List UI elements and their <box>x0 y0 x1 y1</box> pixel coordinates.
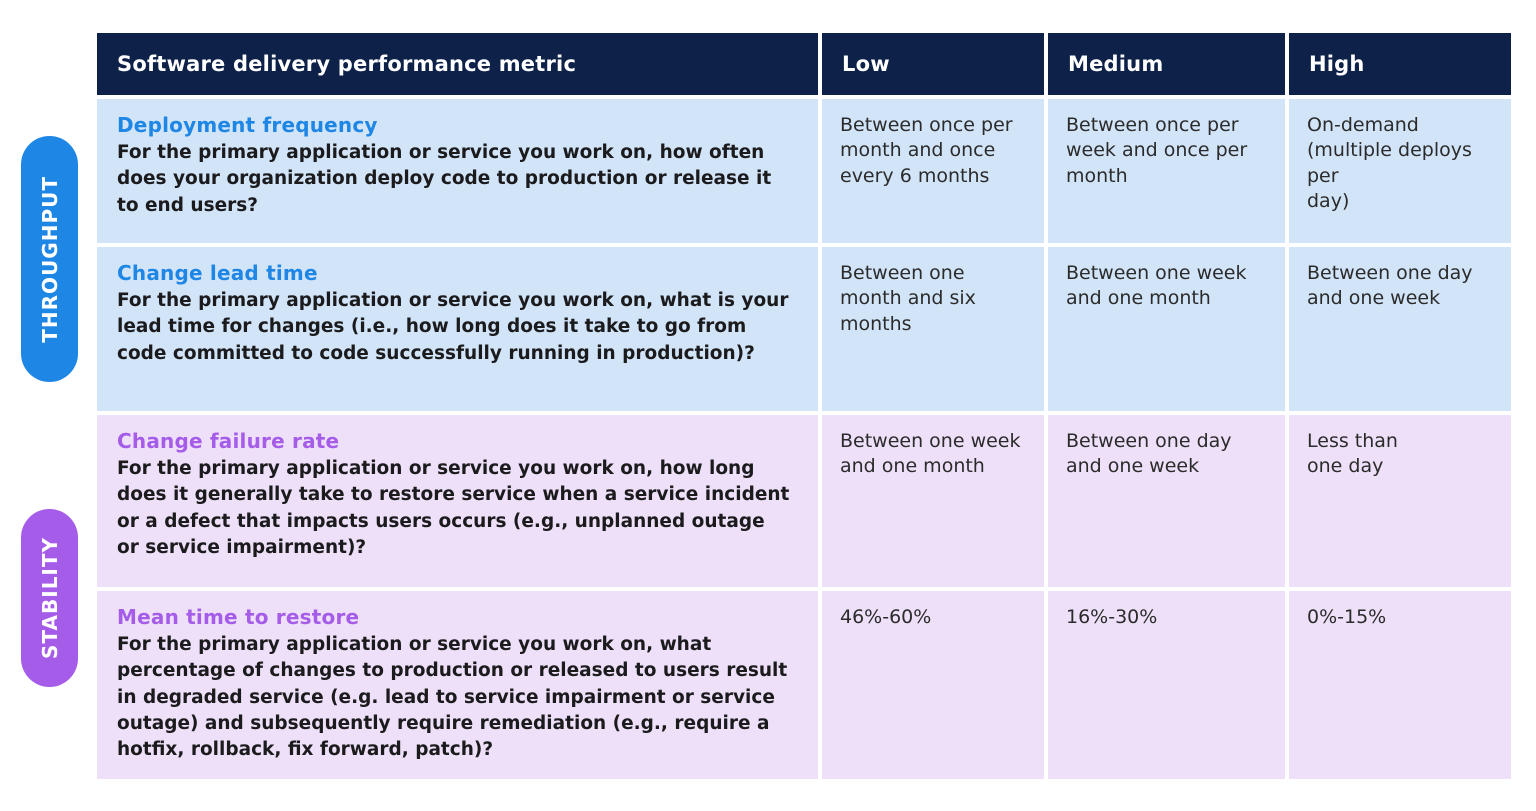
stability-group-pill: STABILITY <box>21 509 78 687</box>
metric-cell-deployment-frequency: Deployment frequency For the primary app… <box>97 99 818 243</box>
value-cell-high: On-demand (multiple deploys per day) <box>1289 99 1511 243</box>
software-delivery-performance-table: Software delivery performance metric Low… <box>97 33 1511 780</box>
value-cell-low: Between once per month and once every 6 … <box>822 99 1044 243</box>
throughput-group-label: THROUGHPUT <box>37 175 62 343</box>
value-cell-low: 46%-60% <box>822 591 1044 780</box>
metric-title: Mean time to restore <box>117 605 360 629</box>
metric-description: For the primary application or service y… <box>117 142 772 216</box>
stability-group-label: STABILITY <box>37 537 62 659</box>
metric-cell-change-failure-rate: Change failure rate For the primary appl… <box>97 415 818 587</box>
metric-cell-change-lead-time: Change lead time For the primary applica… <box>97 247 818 411</box>
column-header-metric: Software delivery performance metric <box>97 33 818 95</box>
metric-title: Deployment frequency <box>117 113 378 137</box>
value-cell-high: 0%-15% <box>1289 591 1511 780</box>
value-cell-low: Between one week and one month <box>822 415 1044 587</box>
metric-title: Change lead time <box>117 261 318 285</box>
metric-description: For the primary application or service y… <box>117 634 788 761</box>
value-cell-high: Between one day and one week <box>1289 247 1511 411</box>
value-cell-medium: 16%-30% <box>1048 591 1285 780</box>
value-cell-medium: Between one week and one month <box>1048 247 1285 411</box>
column-header-medium: Medium <box>1048 33 1285 95</box>
throughput-group-pill: THROUGHPUT <box>21 136 78 382</box>
column-header-high: High <box>1289 33 1511 95</box>
value-cell-medium: Between once per week and once per month <box>1048 99 1285 243</box>
metric-description: For the primary application or service y… <box>117 458 790 558</box>
value-cell-high: Less than one day <box>1289 415 1511 587</box>
metric-description: For the primary application or service y… <box>117 290 789 364</box>
metric-title: Change failure rate <box>117 429 340 453</box>
column-header-low: Low <box>822 33 1044 95</box>
value-cell-low: Between one month and six months <box>822 247 1044 411</box>
value-cell-medium: Between one day and one week <box>1048 415 1285 587</box>
metric-cell-mean-time-to-restore: Mean time to restore For the primary app… <box>97 591 818 780</box>
